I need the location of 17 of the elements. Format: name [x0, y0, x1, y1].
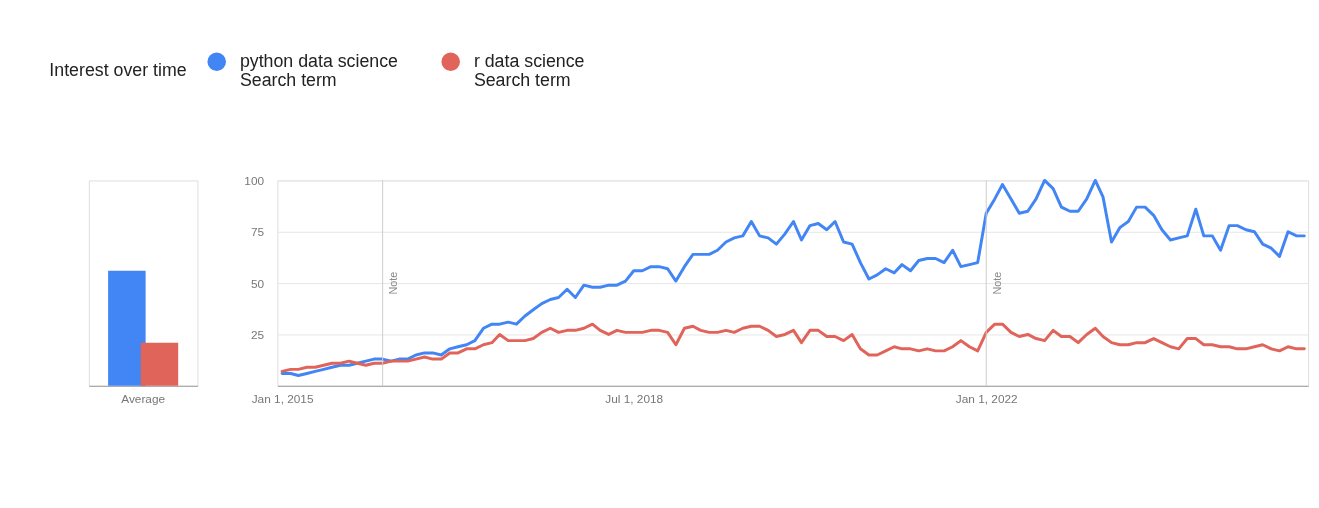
y-tick-label: 75 [250, 225, 265, 240]
x-tick-label: Jan 1, 2022 [955, 392, 1018, 407]
ref-line-label: Note [991, 271, 1004, 295]
y-tick-label: 50 [250, 276, 265, 291]
y-tick-label: 100 [244, 173, 265, 188]
legend-label: python data science [239, 50, 399, 71]
legend-label: r data science [473, 50, 585, 71]
ref-line-label: Note [387, 271, 400, 295]
x-tick-label: Jul 1, 2018 [605, 392, 664, 407]
x-tick-label: Jan 1, 2015 [251, 392, 314, 407]
text: Search term [473, 70, 571, 91]
x-tick-label: Average [121, 392, 166, 407]
y-tick-label: 25 [250, 327, 265, 342]
text: Search term [239, 70, 337, 91]
line-series [280, 178, 1306, 377]
line-series [280, 322, 1306, 373]
legend-title: Interest over time [49, 59, 187, 80]
